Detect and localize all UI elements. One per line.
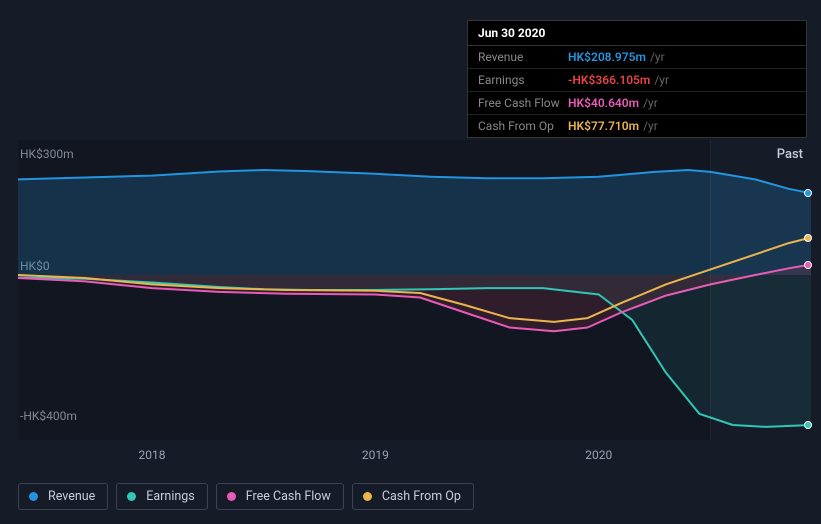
tooltip-row: Free Cash FlowHK$40.640m/yr [468, 92, 806, 115]
hover-line [710, 140, 711, 440]
tooltip-label: Earnings [478, 73, 568, 87]
tooltip-label: Cash From Op [478, 119, 568, 133]
legend-dot-icon [29, 492, 38, 501]
legend-item[interactable]: Cash From Op [352, 483, 474, 510]
series-end-marker [804, 189, 812, 197]
tooltip-row: Earnings-HK$366.105m/yr [468, 69, 806, 92]
x-axis-label: 2018 [139, 448, 166, 462]
chart-container: HK$300mHK$0-HK$400m Past 201820192020 [18, 120, 811, 460]
x-axis-label: 2019 [362, 448, 389, 462]
tooltip-label: Revenue [478, 50, 568, 64]
legend-label: Free Cash Flow [246, 489, 331, 504]
tooltip-value: -HK$366.105m [568, 73, 650, 87]
series-end-marker [804, 261, 812, 269]
series-end-marker [804, 234, 812, 242]
legend-label: Cash From Op [382, 489, 461, 504]
tooltip-row: RevenueHK$208.975m/yr [468, 46, 806, 69]
legend-dot-icon [363, 492, 372, 501]
series-end-marker [804, 421, 812, 429]
chart-plot-area[interactable] [18, 140, 811, 440]
legend: Revenue Earnings Free Cash Flow Cash From O… [18, 483, 474, 510]
tooltip-label: Free Cash Flow [478, 96, 568, 110]
tooltip-row: Cash From OpHK$77.710m/yr [468, 115, 806, 137]
tooltip-date: Jun 30 2020 [468, 21, 806, 46]
legend-dot-icon [127, 492, 136, 501]
tooltip-value: HK$40.640m [568, 96, 639, 110]
legend-label: Earnings [146, 489, 194, 504]
tooltip-value: HK$77.710m [568, 119, 639, 133]
tooltip-unit: /yr [643, 119, 658, 133]
legend-item[interactable]: Earnings [116, 483, 207, 510]
legend-item[interactable]: Free Cash Flow [216, 483, 344, 510]
hover-tooltip: Jun 30 2020 RevenueHK$208.975m/yrEarning… [467, 20, 807, 138]
legend-label: Revenue [48, 489, 95, 504]
x-axis-label: 2020 [585, 448, 612, 462]
tooltip-unit: /yr [643, 96, 658, 110]
tooltip-value: HK$208.975m [568, 50, 646, 64]
legend-dot-icon [227, 492, 236, 501]
tooltip-unit: /yr [654, 73, 669, 87]
tooltip-unit: /yr [650, 50, 665, 64]
legend-item[interactable]: Revenue [18, 483, 108, 510]
revenue-area [18, 170, 811, 275]
